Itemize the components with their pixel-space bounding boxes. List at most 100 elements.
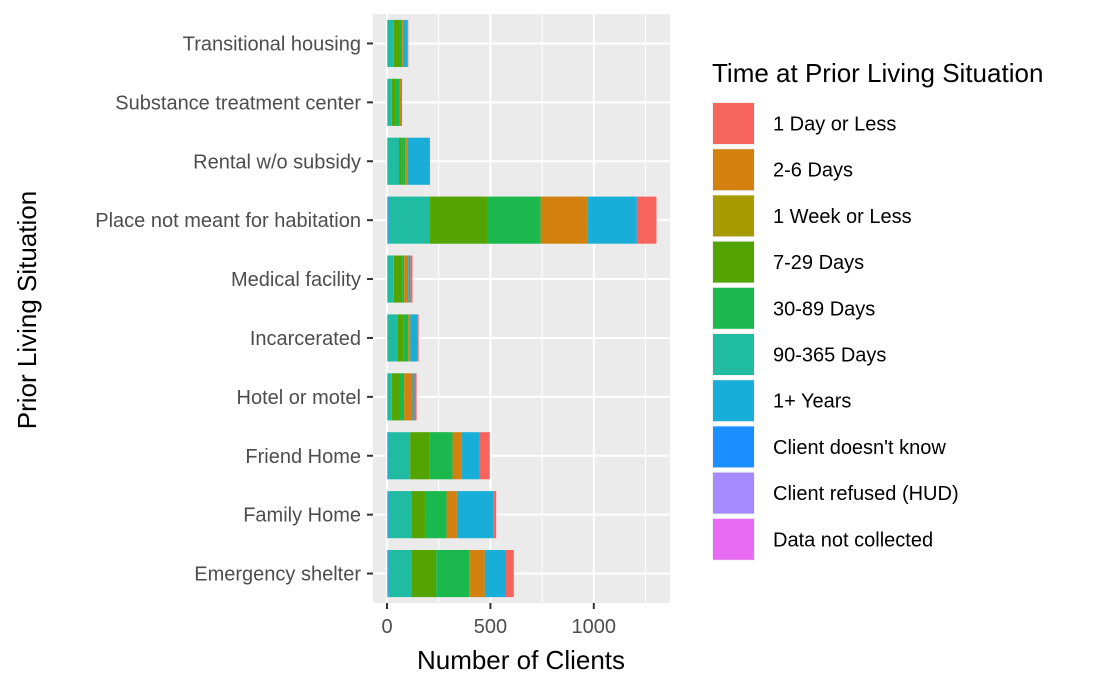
y-tick-label: Rental w/o subsidy [193, 151, 361, 173]
bar-segment [405, 137, 408, 185]
bar-segment [479, 432, 490, 480]
bar-segment [402, 255, 405, 303]
y-tick-label: Substance treatment center [115, 92, 361, 114]
legend-swatch [713, 287, 754, 329]
bar-segment [417, 314, 419, 362]
legend-swatch [713, 149, 754, 191]
bar-segment [401, 137, 406, 185]
bar-segment [469, 549, 485, 598]
x-axis-title: Number of Clients [417, 645, 625, 675]
bar-segment [461, 432, 480, 480]
bar-segment [540, 196, 588, 244]
legend-label: 1+ Years [773, 391, 851, 413]
bar-segment [398, 78, 402, 126]
bar-segment [391, 373, 399, 421]
bar-segment [398, 373, 405, 421]
bar-segment [636, 196, 657, 244]
bar-segment [387, 373, 392, 421]
legend-label: Client refused (HUD) [773, 483, 959, 505]
bar-segment [436, 549, 470, 598]
bars [387, 19, 657, 598]
bar-segment [402, 19, 404, 68]
bar-segment [414, 373, 417, 421]
bar-segment [388, 491, 412, 539]
bar-segment [456, 491, 494, 539]
bar-segment [393, 255, 403, 303]
legend: Time at Prior Living Situation 1 Day or … [712, 58, 1043, 561]
bar-segment [587, 196, 637, 244]
bar-segment [408, 314, 411, 362]
bar-segment [387, 255, 394, 303]
legend-title: Time at Prior Living Situation [712, 58, 1043, 88]
legend-swatch [713, 334, 754, 375]
bar-segment [408, 255, 411, 303]
bar-segment [411, 491, 426, 539]
bar-segment [407, 19, 409, 68]
y-tick-label: Medical facility [231, 269, 361, 291]
bar-segment [391, 78, 396, 126]
bar-segment [387, 19, 394, 68]
bar-segment [411, 549, 437, 598]
legend-swatch [713, 103, 754, 144]
bar-segment [395, 78, 399, 126]
bar-segment [487, 196, 541, 244]
bar-segment [425, 491, 447, 539]
bar-segment [403, 314, 409, 362]
bar-segment [388, 549, 389, 598]
legend-label: Data not collected [773, 529, 933, 551]
legend-label: 1 Day or Less [773, 114, 896, 136]
x-tick-label: 1000 [572, 616, 617, 638]
y-tick-label: Family Home [243, 505, 361, 527]
y-tick-label: Place not meant for habitation [95, 210, 361, 232]
bar-segment [387, 491, 389, 539]
bar-segment [387, 78, 392, 126]
bar-segment [388, 196, 389, 244]
y-tick-label: Friend Home [245, 446, 361, 468]
y-tick-label: Emergency shelter [194, 564, 361, 586]
bar-segment [387, 549, 389, 598]
bar-segment [404, 373, 413, 421]
y-axis-title: Prior Living Situation [12, 191, 42, 429]
bar-segment [410, 432, 430, 480]
bar-segment [398, 137, 402, 185]
bar-segment [388, 491, 389, 539]
legend-swatch [713, 195, 754, 237]
bar-segment [387, 196, 389, 244]
bar-segment [388, 432, 411, 480]
bar-segment [452, 432, 462, 480]
bar-segment [493, 491, 497, 539]
bar-segment [446, 491, 457, 539]
bar-segment [430, 196, 488, 244]
x-tick-label: 500 [474, 616, 507, 638]
bar-segment [387, 432, 389, 480]
legend-label: Client doesn't know [773, 437, 946, 459]
legend-swatch [713, 380, 754, 422]
legend-label: 90-365 Days [773, 345, 886, 367]
bar-segment [407, 137, 429, 185]
legend-label: 2-6 Days [773, 160, 853, 182]
x-tick-label: 0 [381, 616, 392, 638]
legend-swatch [713, 472, 754, 514]
bar-segment [388, 549, 412, 598]
bar-segment [388, 196, 431, 244]
axes: Emergency shelter Family Home Friend Home H… [95, 33, 616, 638]
bar-segment [387, 137, 399, 185]
bar-segment [428, 137, 431, 185]
bar-segment [398, 19, 403, 68]
legend-label: 1 Week or Less [773, 206, 912, 228]
bar-segment [393, 19, 399, 68]
y-tick-label: Hotel or motel [237, 387, 362, 409]
bar-segment [505, 549, 514, 598]
bar-segment [412, 373, 415, 421]
bar-segment [484, 549, 506, 598]
legend-swatch [713, 426, 754, 468]
legend-swatch [713, 518, 754, 560]
bar-segment [410, 255, 413, 303]
bar-segment [429, 432, 453, 480]
bar-segment [404, 255, 409, 303]
bar-segment [401, 78, 403, 126]
bar-segment [387, 314, 398, 362]
legend-swatch [713, 241, 754, 283]
bar-segment [397, 314, 404, 362]
